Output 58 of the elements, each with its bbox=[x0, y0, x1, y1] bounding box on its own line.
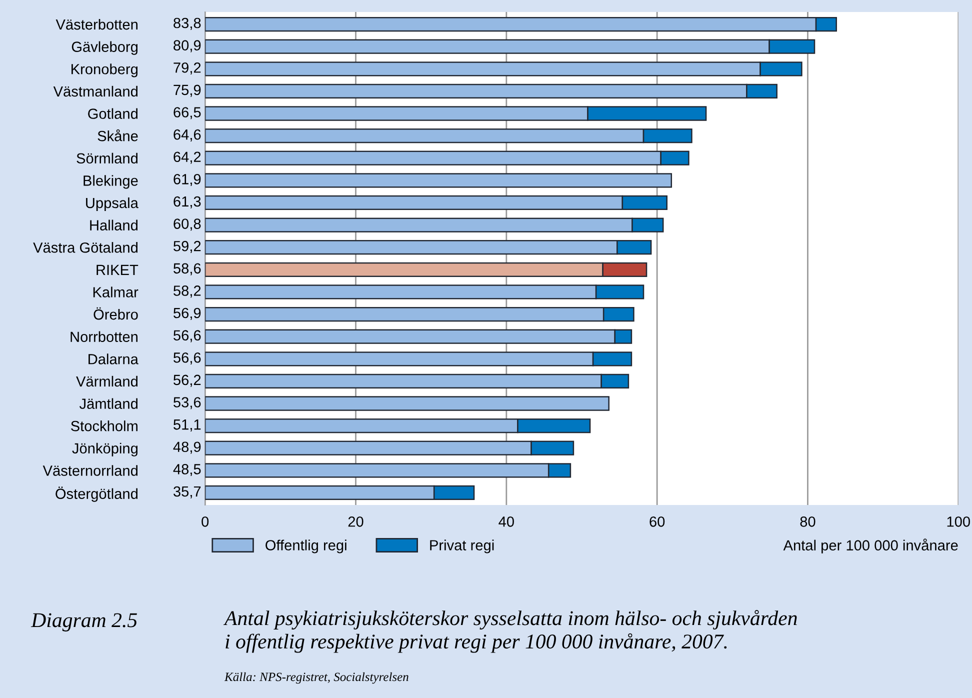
x-axis-title: Antal per 100 000 invånare bbox=[783, 538, 958, 554]
y-tick-label: RIKET bbox=[96, 264, 138, 275]
text: Diagram 2.5 bbox=[30, 613, 137, 632]
y-tick-label: Skåne bbox=[98, 129, 138, 142]
y-tick-label: Värmland bbox=[76, 376, 138, 387]
x-tick-label: 20 bbox=[348, 516, 364, 527]
y-tick-label: Kalmar bbox=[93, 286, 138, 298]
y-tick-label: Uppsala bbox=[86, 197, 138, 212]
legend-label: Offentlig regi bbox=[266, 540, 346, 554]
y-tick-label: Västra Götaland bbox=[33, 242, 138, 253]
y-tick-label: Västerbotten bbox=[56, 18, 138, 30]
legend-label: Privat regi bbox=[430, 540, 494, 554]
text: Antal psykiatrisjuksköterskor sysselsatta inom hälso- och sjukvården i offentlig respektive privat regi per 100 000 invånare, 2007. bbox=[223, 610, 797, 653]
y-tick-label: Halland bbox=[90, 220, 138, 230]
y-tick-label: Sörmland bbox=[76, 152, 138, 164]
total-label: 48,5 bbox=[173, 464, 201, 476]
y-tick-label: Jämtland bbox=[79, 398, 138, 409]
x-tick-label: 40 bbox=[498, 516, 514, 527]
total-label: 79,2 bbox=[174, 62, 201, 75]
total-label: 80,9 bbox=[174, 40, 201, 52]
y-tick-label: Västmanland bbox=[53, 86, 138, 97]
text: Källa: NPS-registret, Socialstyrelsen bbox=[224, 672, 408, 684]
total-label: 56,6 bbox=[174, 352, 201, 365]
total-label: 64,2 bbox=[174, 152, 201, 164]
y-tick-label: Örebro bbox=[94, 307, 138, 320]
y-tick-label: Dalarna bbox=[88, 354, 138, 364]
y-tick-label: Jönköping bbox=[72, 442, 138, 456]
total-label: 53,6 bbox=[174, 397, 201, 410]
y-tick-label: Västernorrland bbox=[42, 465, 138, 476]
total-label: 66,5 bbox=[174, 107, 201, 120]
y-tick-label: Kronoberg bbox=[72, 64, 138, 78]
total-label: 75,9 bbox=[174, 84, 201, 97]
x-tick-label: 80 bbox=[800, 516, 816, 527]
y-tick-label: Stockholm bbox=[71, 420, 138, 432]
total-label: 51,1 bbox=[174, 420, 201, 432]
x-tick-label: 100 bbox=[947, 516, 970, 527]
y-tick-label: Norrbotten bbox=[70, 331, 138, 342]
total-label: 59,2 bbox=[174, 240, 201, 253]
total-label: 48,9 bbox=[173, 442, 201, 454]
x-tick-label: 0 bbox=[202, 516, 209, 527]
bar bbox=[205, 173, 672, 188]
total-label: 64,6 bbox=[174, 129, 201, 142]
x-tick-label: 60 bbox=[650, 516, 665, 527]
total-label: 35,7 bbox=[174, 486, 201, 498]
total-label: 56,6 bbox=[174, 330, 201, 342]
total-label: 56,2 bbox=[174, 374, 201, 387]
y-tick-label: Gotland bbox=[88, 108, 138, 119]
y-tick-label: Östergötland bbox=[56, 486, 138, 502]
total-label: 61,3 bbox=[174, 196, 201, 208]
y-tick-label: Blekinge bbox=[84, 175, 138, 189]
total-label: 61,9 bbox=[174, 174, 201, 186]
total-label: 56,9 bbox=[174, 308, 201, 320]
total-label: 58,2 bbox=[174, 286, 201, 298]
bar bbox=[205, 396, 610, 411]
total-label: 83,8 bbox=[174, 18, 201, 30]
y-tick-label: Gävleborg bbox=[72, 41, 138, 55]
total-label: 60,8 bbox=[174, 218, 201, 231]
total-label: 58,6 bbox=[174, 263, 201, 276]
